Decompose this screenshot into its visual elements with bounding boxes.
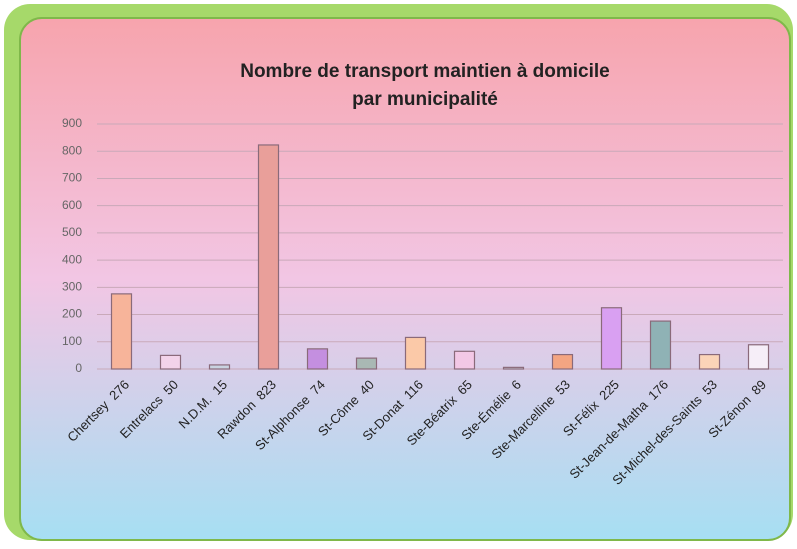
bar	[747, 344, 770, 370]
bar	[306, 348, 329, 370]
bar	[453, 350, 476, 370]
bar	[110, 293, 133, 370]
bar	[649, 320, 672, 370]
y-tick-label: 200	[62, 307, 82, 321]
y-tick-label: 600	[62, 198, 82, 212]
y-tick-label: 300	[62, 280, 82, 294]
bar	[551, 353, 574, 370]
chart-title: Nombre de transport maintien à domicile	[240, 61, 610, 82]
y-tick-label: 500	[62, 225, 82, 239]
bar	[257, 144, 280, 370]
y-tick-label: 800	[62, 143, 82, 157]
y-tick-label: 100	[62, 334, 82, 348]
bar	[355, 357, 378, 370]
y-tick-label: 900	[62, 116, 82, 130]
bar	[208, 364, 231, 370]
bar	[159, 354, 182, 370]
bar	[404, 336, 427, 370]
plot-background	[19, 17, 791, 541]
bar	[600, 307, 623, 370]
bar	[698, 353, 721, 370]
chart-subtitle: par municipalité	[352, 89, 498, 110]
y-tick-label: 700	[62, 171, 82, 185]
y-tick-label: 0	[75, 361, 82, 375]
bar	[502, 366, 525, 370]
y-tick-label: 400	[62, 252, 82, 266]
